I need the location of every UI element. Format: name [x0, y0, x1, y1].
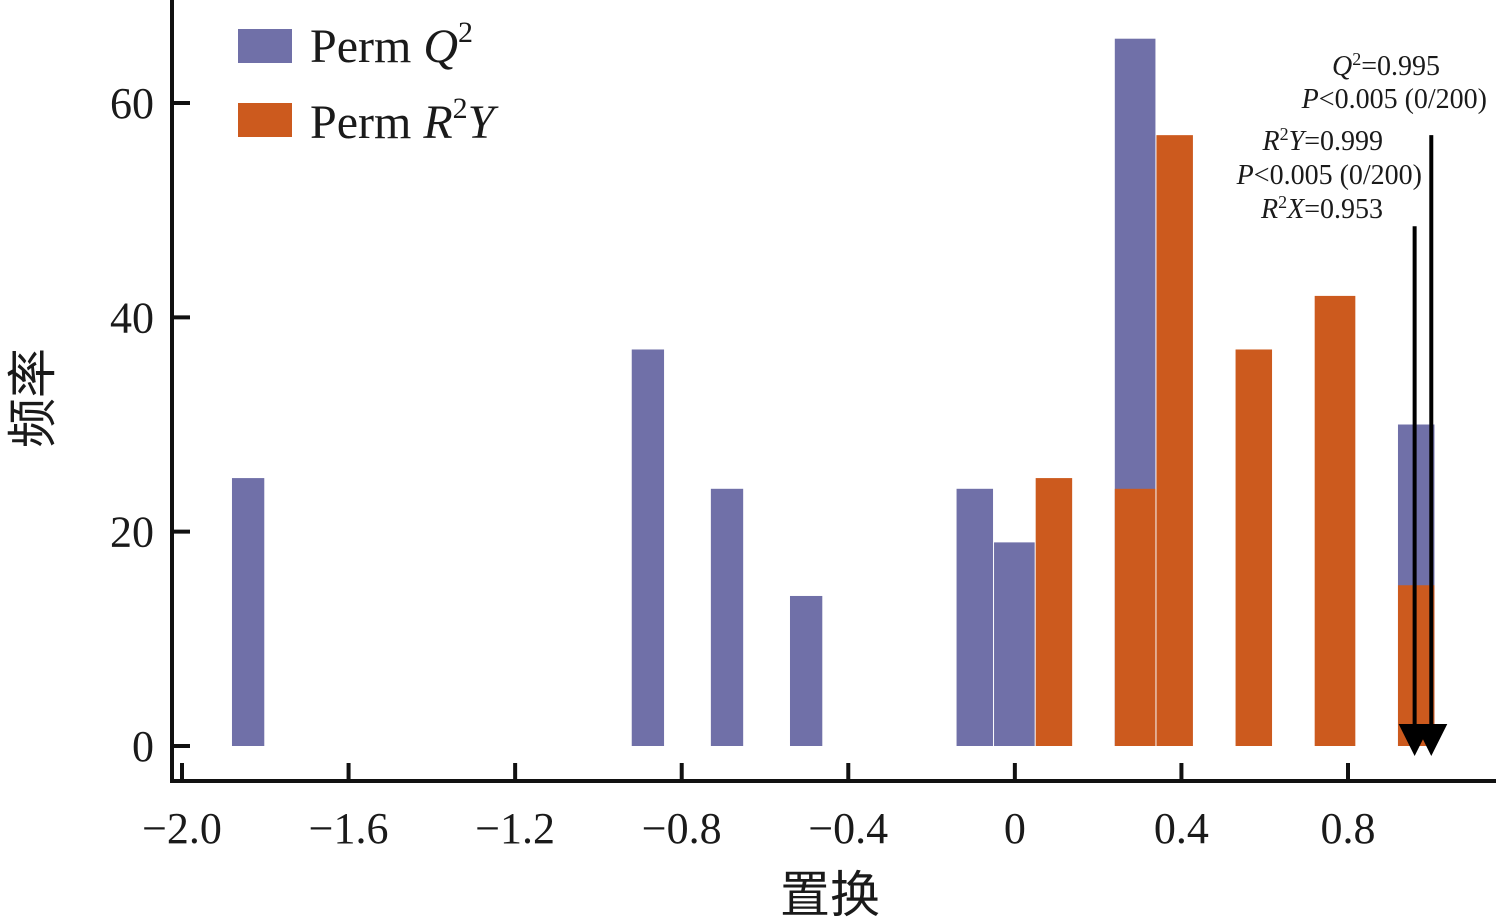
- x-tick-label: −2.0: [142, 804, 222, 853]
- arrows-layer: [1398, 135, 1448, 756]
- y-tick-label: 0: [132, 722, 154, 771]
- x-tick-label: −0.4: [808, 804, 888, 853]
- x-tick-label: −1.6: [309, 804, 389, 853]
- x-tick-label: 0.4: [1154, 804, 1209, 853]
- legend-swatch-perm-r2y: [238, 103, 292, 137]
- y-tick-label: 60: [110, 79, 154, 128]
- x-tick-label: −1.2: [475, 804, 555, 853]
- x-axis-title: 置换: [780, 867, 880, 921]
- y-tick-label: 40: [110, 293, 154, 342]
- y-ticks: 0 20 40 60: [110, 79, 190, 771]
- bar-perm-r2y-0: [1035, 478, 1073, 746]
- annotation-r2x: R2X=0.953: [1260, 192, 1383, 225]
- bar-perm-q2-1: [631, 349, 665, 746]
- bar-perm-r2y-4: [1314, 295, 1356, 746]
- y-axis-title: 频率: [5, 348, 61, 448]
- bar-perm-r2y-1: [1114, 488, 1156, 746]
- y-tick-label: 20: [110, 508, 154, 557]
- bar-perm-q2-4: [956, 488, 994, 746]
- annotation-r2y: R2Y=0.999: [1262, 124, 1383, 157]
- x-tick-label: 0: [1004, 804, 1026, 853]
- bar-perm-q2-0: [231, 478, 265, 746]
- bar-perm-q2-2: [710, 488, 744, 746]
- legend-label-perm-r2y: Perm R2Y: [310, 92, 499, 149]
- legend-label-perm-q2: Perm Q2: [310, 16, 473, 73]
- legend: Perm Q2 Perm R2Y: [238, 16, 499, 149]
- annotation-q2: Q2=0.995: [1332, 49, 1440, 82]
- bar-perm-r2y-2: [1156, 135, 1193, 746]
- bar-perm-q2-5: [994, 542, 1035, 746]
- bar-perm-q2-3: [789, 595, 823, 746]
- bar-perm-r2y-3: [1235, 349, 1273, 746]
- annotations: Q2=0.995 P<0.005 (0/200) R2Y=0.999 P<0.0…: [1236, 49, 1487, 225]
- annotation-r2y-p: P<0.005 (0/200): [1236, 160, 1422, 191]
- x-tick-label: 0.8: [1321, 804, 1376, 853]
- x-tick-label: −0.8: [642, 804, 722, 853]
- x-ticks: −2.0 −1.6 −1.2 −0.8 −0.4 0 0.4 0.8: [142, 763, 1376, 853]
- legend-swatch-perm-q2: [238, 29, 292, 63]
- annotation-q2-p: P<0.005 (0/200): [1301, 84, 1487, 115]
